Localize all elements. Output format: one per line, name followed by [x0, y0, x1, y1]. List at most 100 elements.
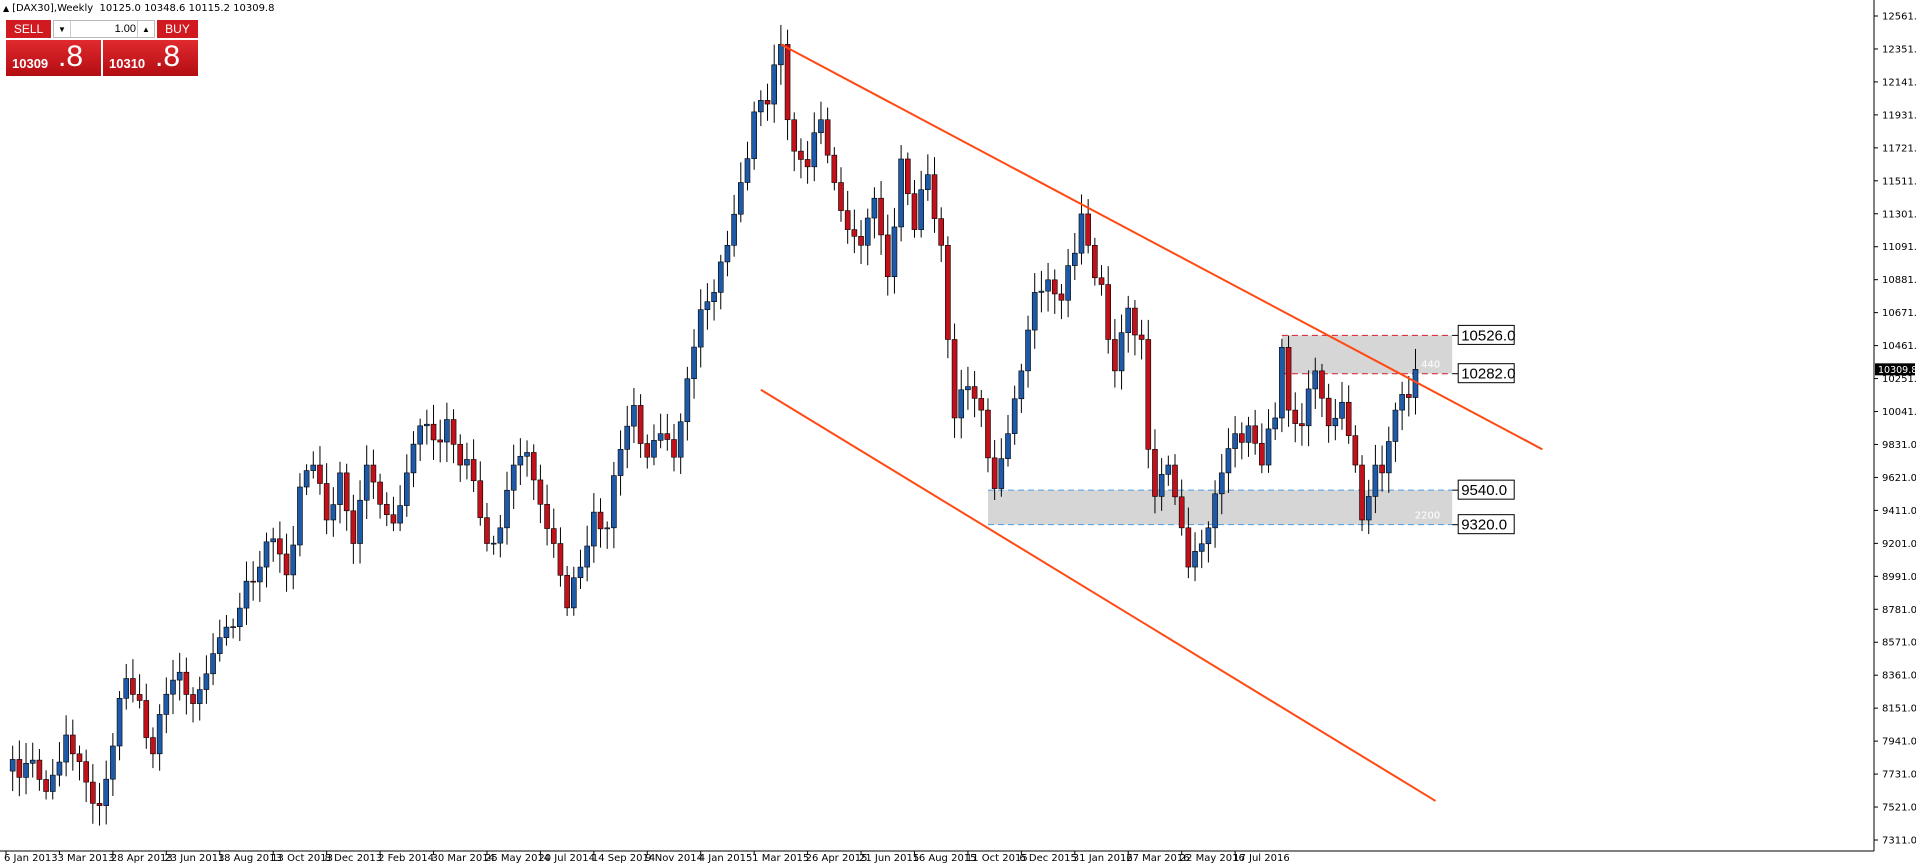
bull-candle [1365, 496, 1372, 521]
bear-candle [1092, 245, 1098, 279]
bear-candle [36, 759, 43, 780]
bear-candle [664, 433, 671, 440]
bear-candle [557, 543, 564, 576]
bull-candle [29, 759, 36, 764]
bear-candle [637, 405, 644, 444]
bull-candle [310, 464, 317, 471]
bull-candle [216, 637, 223, 654]
bull-candle [510, 464, 517, 491]
bull-candle [1165, 464, 1172, 475]
bull-candle [1011, 398, 1018, 434]
sell-price-box[interactable]: 10309 .8 [6, 40, 101, 76]
lot-size-stepper[interactable]: ▼ ▲ [53, 20, 155, 38]
bull-candle [524, 452, 530, 457]
x-tick-label: 1 Mar 2015 [752, 853, 809, 864]
bull-candle [9, 759, 16, 772]
bear-candle [530, 452, 537, 481]
bull-candle [1118, 332, 1125, 372]
bear-candle [991, 457, 998, 489]
bear-candle [831, 154, 838, 183]
bull-candle [624, 425, 631, 450]
bear-candle [283, 553, 290, 576]
bull-candle [1072, 252, 1078, 266]
bull-candle [1265, 428, 1272, 466]
bear-candle [764, 100, 771, 105]
bear-candle [430, 423, 437, 441]
bear-candle [1051, 279, 1058, 295]
bull-candle [290, 544, 297, 576]
bull-candle [818, 119, 824, 134]
bull-candle [744, 158, 751, 183]
sell-button[interactable]: SELL [6, 20, 51, 38]
bull-candle [918, 189, 924, 230]
bear-candle [1132, 307, 1138, 336]
bull-candle [223, 626, 230, 638]
collapse-triangle-icon[interactable]: ▲ [3, 4, 10, 13]
bull-candle [103, 778, 109, 806]
bull-candle [998, 458, 1005, 489]
bear-candle [1359, 464, 1365, 521]
bull-candle [1205, 527, 1212, 545]
bear-candle [190, 694, 196, 704]
bear-candle [1178, 496, 1185, 529]
x-tick-label: 28 Apr 2013 [111, 853, 173, 864]
buy-button[interactable]: BUY [157, 20, 198, 38]
bear-candle [16, 759, 23, 778]
buy-price-main: 10310 [109, 56, 146, 71]
lot-decrease-icon[interactable]: ▼ [54, 21, 71, 37]
bull-candle [410, 443, 417, 474]
lot-increase-icon[interactable]: ▲ [137, 21, 154, 37]
bear-candle [1325, 397, 1332, 427]
zone-price-label: 10526.0 [1461, 327, 1515, 344]
bear-candle [931, 174, 938, 219]
bear-candle [1145, 339, 1152, 450]
bull-candle [657, 433, 664, 441]
x-tick-label: 23 Jun 2013 [164, 853, 224, 864]
zone-price-box [1457, 479, 1515, 500]
bull-candle [196, 689, 203, 704]
buy-price-box[interactable]: 10310 .8 [103, 40, 198, 76]
bull-candle [1272, 417, 1278, 430]
bear-candle [904, 158, 911, 194]
bear-candle [1185, 527, 1192, 568]
bull-candle [424, 423, 430, 427]
zone-size-label: 440 [1421, 360, 1440, 371]
bull-candle [1025, 329, 1031, 372]
y-tick-label: 12141.0 [1882, 77, 1916, 88]
y-tick-label: 10671.0 [1882, 308, 1916, 319]
zone-size-label: 2200 [1415, 511, 1440, 522]
bear-candle [1105, 284, 1111, 340]
lot-size-input[interactable] [72, 21, 136, 37]
x-tick-label: 4 Jan 2015 [699, 853, 753, 864]
bear-candle [183, 671, 190, 695]
y-tick-label: 8781.0 [1882, 605, 1916, 616]
y-tick-label: 12351.0 [1882, 44, 1916, 55]
y-tick-label: 11301.0 [1882, 209, 1916, 220]
bull-candle [958, 389, 965, 419]
bear-candle [784, 44, 791, 121]
trendline-upper [780, 43, 1543, 451]
bear-candle [971, 386, 978, 399]
bull-candle [1045, 279, 1051, 292]
bull-candle [490, 542, 497, 545]
y-tick-label: 10461.0 [1882, 341, 1916, 352]
bear-candle [1406, 394, 1412, 398]
bull-candle [651, 440, 657, 458]
bear-candle [76, 753, 83, 762]
bear-candle [938, 218, 945, 246]
bull-candle [237, 607, 243, 628]
y-tick-label: 8571.0 [1882, 638, 1916, 649]
x-tick-label: 8 Dec 2013 [325, 853, 383, 864]
bear-candle [945, 245, 951, 340]
bull-candle [731, 213, 737, 246]
bear-candle [671, 439, 677, 458]
ohlc-values: 10125.0 10348.6 10115.2 10309.8 [99, 3, 275, 14]
y-tick-label: 7941.0 [1882, 737, 1916, 748]
x-tick-label: 16 Aug 2015 [912, 853, 976, 864]
bear-candle [1379, 464, 1385, 474]
bull-candle [871, 197, 878, 219]
bear-candle [1138, 334, 1145, 340]
bear-candle [323, 483, 330, 521]
